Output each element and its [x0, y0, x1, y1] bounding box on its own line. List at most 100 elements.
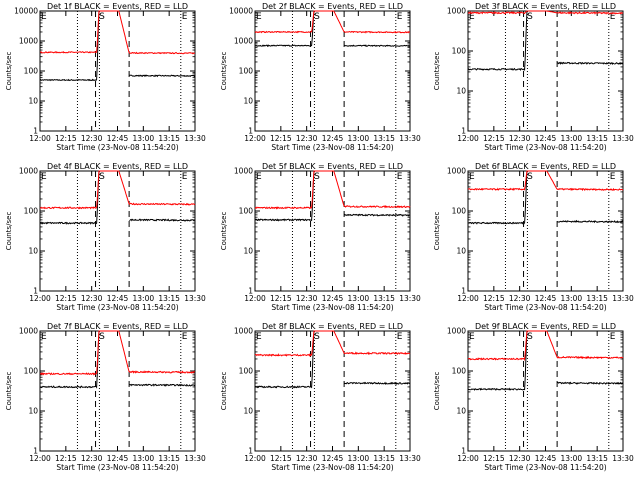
panel-3: Det 3f BLACK = Events, RED = LLD Counts/s… [433, 2, 634, 152]
x-tick-label: 12:45 [535, 294, 557, 303]
event-marker: E [41, 172, 47, 182]
plot-frame [39, 330, 196, 452]
x-tick-label: 13:00 [561, 134, 583, 143]
event-marker: E [397, 12, 403, 22]
series-events [39, 330, 196, 389]
x-tick-label: 12:30 [81, 294, 103, 303]
x-tick-label: 12:00 [244, 454, 266, 463]
y-tick-label: 1000 [234, 167, 253, 176]
x-tick-label: 13:00 [133, 294, 155, 303]
x-tick-label: 12:45 [107, 294, 129, 303]
series-events [467, 330, 624, 391]
event-marker: E [41, 12, 47, 22]
y-tick-label: 100 [452, 207, 467, 216]
event-marker: E [610, 332, 616, 342]
y-tick-label: 1000 [447, 7, 466, 16]
x-tick-label: 12:30 [509, 134, 531, 143]
x-tick-label: 12:00 [457, 454, 479, 463]
series-events [254, 10, 411, 48]
y-tick-label: 1 [33, 447, 38, 456]
panel-5: Det 5f BLACK = Events, RED = LLD Counts/s… [220, 162, 421, 312]
y-tick-label: 1 [248, 287, 253, 296]
y-axis-label: Counts/sec [433, 212, 441, 251]
x-tick-label: 12:00 [29, 454, 51, 463]
y-tick-label: 100 [239, 367, 254, 376]
panel-title: Det 2f BLACK = Events, RED = LLD [262, 2, 403, 11]
x-tick-label: 12:45 [107, 134, 129, 143]
y-tick-label: 10 [243, 97, 253, 106]
x-tick-label: 13:30 [612, 294, 634, 303]
x-tick-label: 12:00 [457, 294, 479, 303]
y-tick-label: 100 [24, 67, 39, 76]
series-lld [39, 10, 196, 55]
x-tick-label: 12:30 [296, 134, 318, 143]
x-tick-label: 12:15 [270, 294, 292, 303]
series-events [39, 170, 195, 225]
x-tick-label: 13:15 [373, 454, 395, 463]
y-tick-label: 1000 [234, 327, 253, 336]
y-tick-label: 1000 [19, 167, 38, 176]
panel-title: Det 1f BLACK = Events, RED = LLD [47, 2, 188, 11]
event-marker: S [99, 332, 105, 342]
y-tick-label: 100 [452, 367, 467, 376]
x-axis-label: Start Time (23-Nov-08 11:54:20) [484, 143, 606, 152]
x-tick-label: 12:15 [270, 454, 292, 463]
panel-1: Det 1f BLACK = Events, RED = LLD Counts/s… [5, 2, 206, 152]
y-tick-label: 1 [33, 127, 38, 136]
panel-title: Det 8f BLACK = Events, RED = LLD [262, 322, 403, 331]
x-tick-label: 13:15 [158, 294, 180, 303]
event-marker: S [99, 12, 105, 22]
plot-frame [39, 10, 196, 132]
panel-9: Det 9f BLACK = Events, RED = LLD Counts/s… [433, 322, 634, 472]
event-marker: E [469, 12, 475, 22]
x-tick-label: 13:15 [586, 454, 608, 463]
panel-title: Det 5f BLACK = Events, RED = LLD [262, 162, 403, 171]
x-tick-label: 13:30 [399, 454, 421, 463]
series-lld [468, 330, 624, 362]
event-marker: E [397, 172, 403, 182]
event-marker: S [527, 332, 533, 342]
x-tick-label: 13:15 [373, 134, 395, 143]
series-events [468, 170, 624, 225]
plot-frame [254, 10, 411, 132]
x-tick-label: 13:15 [586, 294, 608, 303]
y-tick-label: 1 [461, 287, 466, 296]
series-lld [40, 330, 196, 376]
event-marker: E [182, 12, 188, 22]
series-lld [254, 10, 411, 34]
y-tick-label: 1000 [234, 37, 253, 46]
x-tick-label: 12:45 [535, 134, 557, 143]
panel-4: Det 4f BLACK = Events, RED = LLD Counts/s… [5, 162, 206, 312]
panel-8: Det 8f BLACK = Events, RED = LLD Counts/s… [220, 322, 421, 472]
y-axis-label: Counts/sec [220, 52, 228, 91]
x-axis-label: Start Time (23-Nov-08 11:54:20) [271, 143, 393, 152]
x-tick-label: 13:15 [373, 294, 395, 303]
x-tick-label: 12:15 [483, 294, 505, 303]
event-marker: S [99, 172, 105, 182]
panel-title: Det 3f BLACK = Events, RED = LLD [475, 2, 616, 11]
x-tick-label: 12:15 [270, 134, 292, 143]
x-tick-label: 13:00 [348, 454, 370, 463]
y-axis-label: Counts/sec [5, 372, 13, 411]
x-tick-label: 13:30 [612, 134, 634, 143]
event-marker: E [182, 172, 188, 182]
x-tick-label: 12:00 [29, 134, 51, 143]
x-tick-label: 13:15 [158, 134, 180, 143]
x-axis-label: Start Time (23-Nov-08 11:54:20) [271, 463, 393, 472]
y-tick-label: 10000 [229, 7, 253, 16]
y-tick-label: 1 [461, 127, 466, 136]
x-tick-label: 12:00 [244, 294, 266, 303]
x-axis-label: Start Time (23-Nov-08 11:54:20) [484, 303, 606, 312]
x-tick-label: 12:15 [483, 134, 505, 143]
event-marker: S [314, 172, 320, 182]
y-tick-label: 100 [24, 207, 39, 216]
event-marker: E [469, 172, 475, 182]
y-tick-label: 10 [28, 407, 38, 416]
y-tick-label: 100 [452, 47, 467, 56]
x-tick-label: 12:00 [457, 134, 479, 143]
x-axis-label: Start Time (23-Nov-08 11:54:20) [271, 303, 393, 312]
x-axis-label: Start Time (23-Nov-08 11:54:20) [56, 463, 178, 472]
plot-frame [254, 170, 411, 292]
panel-title: Det 9f BLACK = Events, RED = LLD [475, 322, 616, 331]
